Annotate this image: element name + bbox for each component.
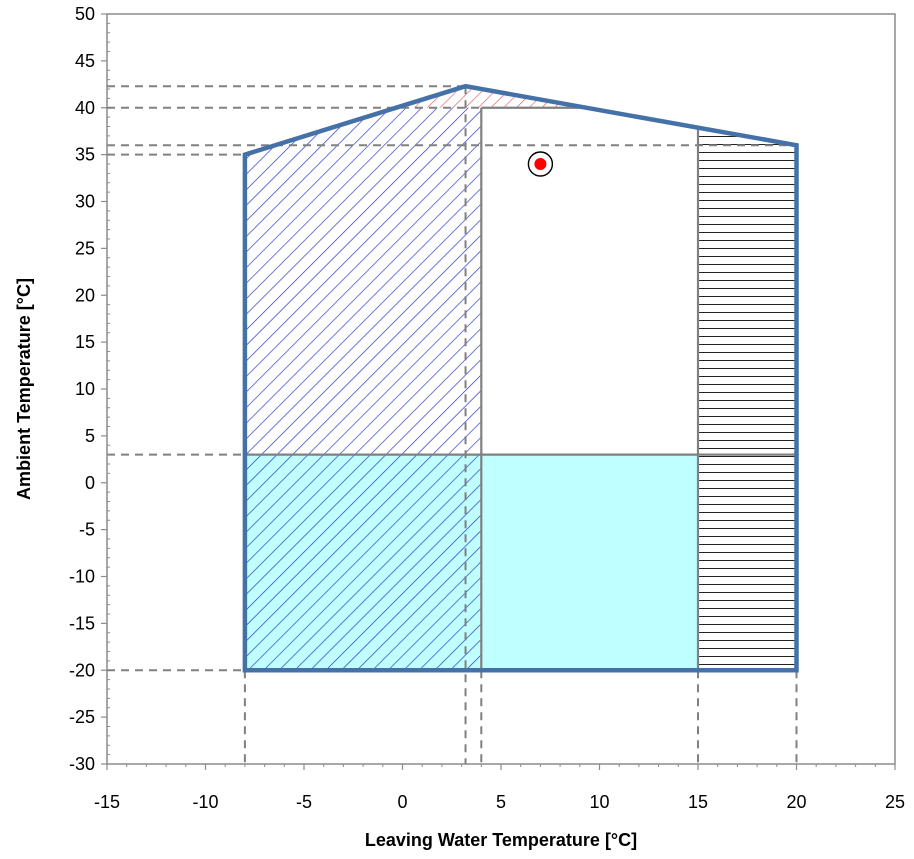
reference-lines-layer: [107, 85, 798, 764]
x-tick-label: -10: [192, 792, 218, 812]
y-tick-label: 20: [75, 285, 95, 305]
x-tick-label: -15: [94, 792, 120, 812]
y-tick-label: 15: [75, 332, 95, 352]
y-tick-label: 25: [75, 238, 95, 258]
x-tick-label: 25: [885, 792, 905, 812]
x-tick-label: 0: [397, 792, 407, 812]
y-tick-label: 45: [75, 51, 95, 71]
data-point: [534, 158, 547, 170]
region-overlap: [244, 454, 482, 671]
x-tick-label: 20: [786, 792, 806, 812]
region-2: [402, 86, 590, 108]
points-layer: [527, 151, 554, 177]
y-tick-label: 5: [85, 426, 95, 446]
y-tick-label: 10: [75, 379, 95, 399]
y-tick-label: -30: [69, 754, 95, 774]
envelope-layer: [242, 83, 799, 673]
y-tick-label: 30: [75, 192, 95, 212]
y-tick-label: 0: [85, 473, 95, 493]
y-tick-label: -25: [69, 707, 95, 727]
x-tick-label: -5: [296, 792, 312, 812]
y-tick-label: -15: [69, 613, 95, 633]
y-tick-label: 35: [75, 145, 95, 165]
regions-layer: [244, 86, 797, 671]
x-tick-label: 15: [688, 792, 708, 812]
y-tick-label: 50: [75, 4, 95, 24]
x-axis-title: Leaving Water Temperature [°C]: [365, 830, 637, 850]
x-tick-label: 10: [589, 792, 609, 812]
x-tick-label: 5: [496, 792, 506, 812]
y-tick-label: -5: [79, 520, 95, 540]
y-tick-label: -10: [69, 567, 95, 587]
y-axis-title: Ambient Temperature [°C]: [14, 278, 34, 500]
y-tick-label: -20: [69, 660, 95, 680]
envelope-outline: [242, 83, 799, 673]
axes-layer: -15 -10 -5 0 5 10 15 20 2550454035302520151050-5…: [69, 4, 905, 812]
region-3: [698, 128, 797, 671]
y-tick-label: 40: [75, 98, 95, 118]
region-borders-layer: [244, 106, 797, 671]
